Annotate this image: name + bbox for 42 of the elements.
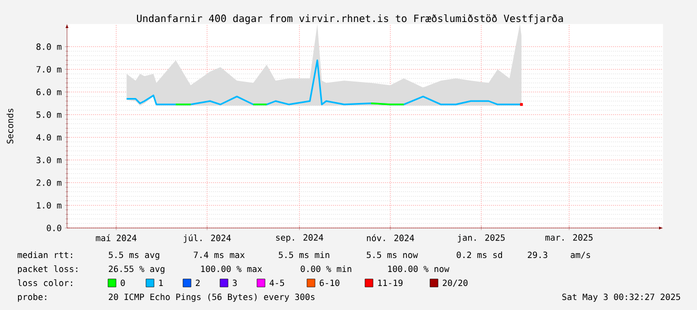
- y-tick-label: 8.0 m: [36, 43, 62, 50]
- x-tick-label: sep. 2024: [276, 234, 324, 242]
- y-tick-label: 0.0: [46, 224, 62, 232]
- text: am/s: [570, 252, 590, 259]
- x-tick-label: nóv. 2024: [366, 234, 414, 242]
- x-tick-label: maí 2024: [96, 234, 136, 242]
- legend-label: 4-5: [270, 280, 284, 286]
- text: 5.5 ms avg: [108, 252, 160, 260]
- chart-title: Undanfarnir 400 dagar from virvir.rhnet.is to Fræðslumiðstöð Vestfjarða: [137, 14, 563, 24]
- y-tick-label: 3.0 m: [36, 156, 62, 164]
- x-tick-label: júl. 2024: [184, 234, 231, 243]
- legend-title: loss color:: [18, 279, 72, 286]
- text: 5.5 ms now: [366, 252, 418, 258]
- legend-label: 20/20: [442, 280, 468, 287]
- text: probe:: [18, 293, 46, 302]
- legend-label: 6-10: [320, 280, 340, 286]
- y-tick-label: 2.0 m: [36, 179, 62, 186]
- y-axis-title: Seconds: [6, 108, 14, 144]
- x-tick-label: mar. 2025: [545, 234, 593, 241]
- text: packet loss:: [18, 265, 78, 274]
- text: 0.00 % min: [300, 265, 352, 272]
- legend-label: 1: [159, 280, 163, 286]
- text: 29.3: [528, 252, 548, 258]
- text: 26.55 % avg: [108, 266, 164, 274]
- legend-label: 2: [196, 280, 200, 286]
- x-tick-label: jan. 2025: [458, 234, 505, 243]
- text: median rtt:: [18, 251, 72, 258]
- legend-label: 11-19: [378, 280, 403, 286]
- y-tick-label: 4.0 m: [36, 134, 62, 141]
- legend-label: 3: [232, 280, 237, 286]
- text: 5.5 ms min: [278, 251, 330, 258]
- y-tick-label: 6.0 m: [36, 88, 62, 96]
- y-tick-label: 5.0 m: [36, 111, 62, 118]
- text: 20 ICMP Echo Pings (56 Bytes) every 300s: [108, 293, 314, 302]
- text: 100.00 % now: [388, 266, 450, 272]
- legend-label: 0: [120, 280, 125, 286]
- y-tick-label: 7.0 m: [36, 66, 62, 73]
- y-tick-label: 1.0 m: [36, 202, 62, 209]
- text: 7.4 ms max: [194, 252, 245, 258]
- text: Sat May 3 00:32:27 2025: [562, 294, 680, 302]
- text: 0.2 ms sd: [456, 251, 502, 258]
- text: 100.00 % max: [201, 266, 262, 272]
